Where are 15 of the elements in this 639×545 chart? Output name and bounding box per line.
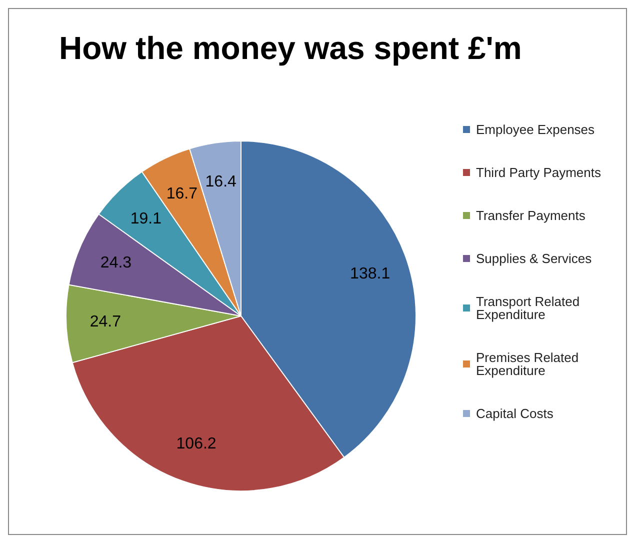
data-label: 138.1 xyxy=(350,265,390,282)
legend-label: Transport Related Expenditure xyxy=(476,294,584,322)
legend-label: Transfer Payments xyxy=(476,208,586,223)
legend-label: Capital Costs xyxy=(476,406,554,421)
legend-label: Third Party Payments xyxy=(476,165,602,180)
legend-label: Supplies & Services xyxy=(476,251,592,266)
data-label: 24.3 xyxy=(100,254,132,272)
chart-title: How the money was spent £'m xyxy=(59,30,522,66)
data-label: 19.1 xyxy=(130,210,162,228)
data-label: 106.2 xyxy=(176,436,216,453)
legend-label: Premises Related Expenditure xyxy=(476,350,582,378)
legend-label: Employee Expenses xyxy=(476,122,596,137)
data-label: 16.7 xyxy=(166,185,198,202)
data-label: 24.7 xyxy=(90,314,122,331)
data-label: 16.4 xyxy=(205,173,237,190)
